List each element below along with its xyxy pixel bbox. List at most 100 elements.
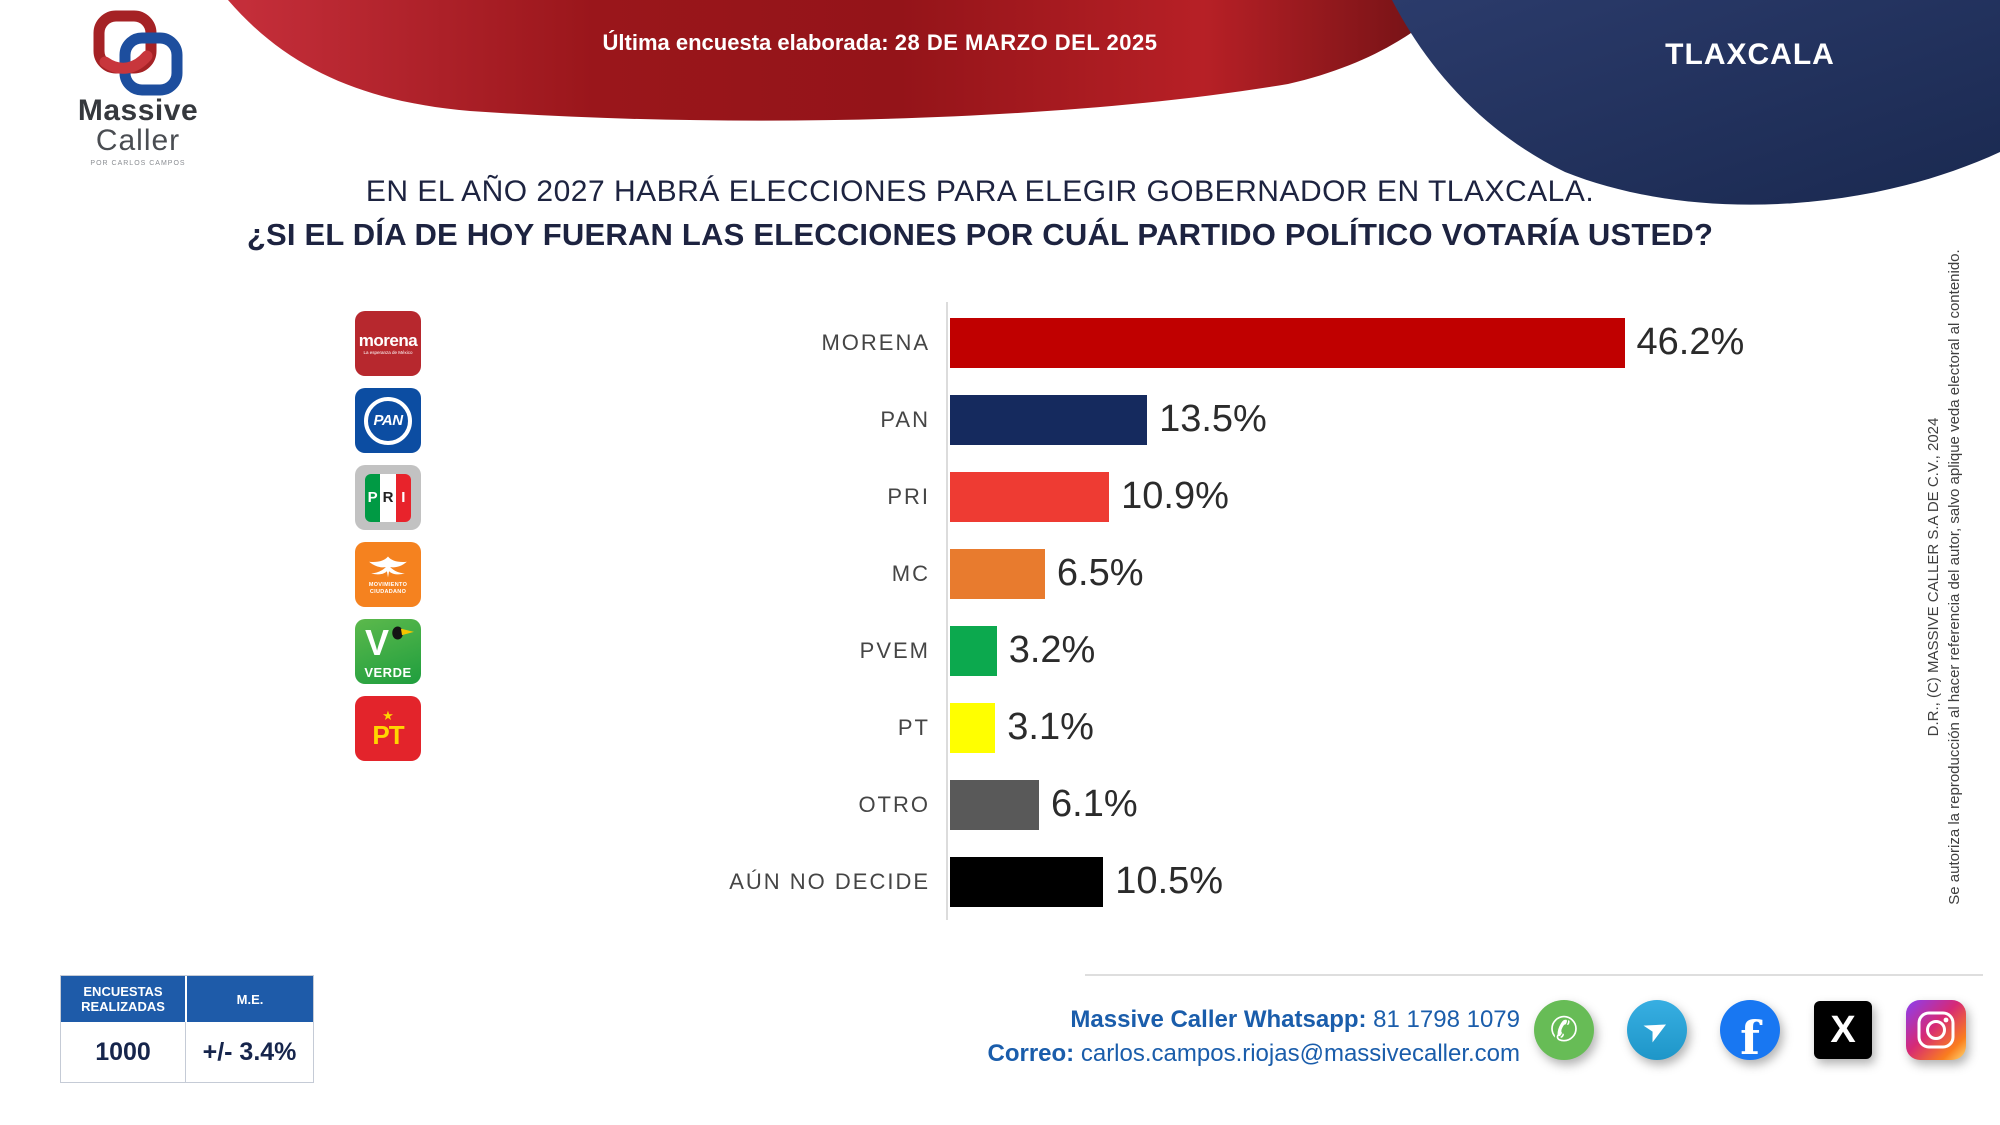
stats-table-body: 1000 +/- 3.4% <box>61 1022 313 1082</box>
morena-logo-tagline: La esperanza de México <box>363 350 413 355</box>
pvem-toucan-icon <box>392 626 414 640</box>
bar-value-a-n-no-decide: 10.5% <box>1115 860 1224 902</box>
header-banner-shapes <box>228 0 2000 205</box>
copyright-vertical-text: D.R., (C) MASSIVE CALLER S.A DE C.V., 20… <box>1923 197 1967 957</box>
pan-logo-circle: PAN <box>364 396 412 445</box>
chart-row-pan: PAN 13.5% <box>440 381 1744 458</box>
party-logo-pt: ★ PT <box>355 696 421 761</box>
bar-track-pan: 13.5% <box>950 381 1267 458</box>
chart-row-pri: PRI 10.9% <box>440 458 1744 535</box>
pan-logo-text: PAN <box>373 412 403 429</box>
bar-track-otro: 6.1% <box>950 766 1138 843</box>
bar-mc <box>950 548 1045 599</box>
mc-eagle-icon <box>369 556 407 578</box>
whatsapp-label: Massive Caller Whatsapp: <box>1070 1006 1367 1033</box>
pvem-v-mark: V <box>365 622 390 663</box>
pri-logo-stripes: P R I <box>365 473 411 522</box>
region-title: TLAXCALA <box>1665 38 1835 71</box>
bar-track-pri: 10.9% <box>950 458 1229 535</box>
contact-email-line: Correo: carlos.campos.riojas@massivecall… <box>930 1037 1521 1071</box>
bar-value-mc: 6.5% <box>1056 552 1144 594</box>
bar-value-morena: 46.2% <box>1636 321 1745 363</box>
logo-word-massive: Massive <box>77 94 199 127</box>
party-logo-pan: PAN <box>355 388 421 453</box>
red-ribbon <box>228 0 1448 121</box>
bar-label-pri: PRI <box>887 483 930 509</box>
survey-date-label: Última encuesta elaborada: <box>602 30 889 55</box>
navy-corner <box>1392 0 2000 205</box>
whatsapp-icon[interactable]: ✆ <box>1534 1000 1594 1060</box>
bar-pan <box>950 394 1148 445</box>
question-line-2: ¿SI EL DÍA DE HOY FUERAN LAS ELECCIONES … <box>246 217 1714 252</box>
copyright-line-1: D.R., (C) MASSIVE CALLER S.A DE C.V., 20… <box>1925 417 1942 737</box>
x-twitter-icon[interactable]: X <box>1813 1000 1873 1060</box>
social-icons: ✆ ➤ f X <box>1534 1000 1966 1060</box>
bar-pri <box>950 471 1110 522</box>
bar-track-pvem: 3.2% <box>950 612 1095 689</box>
chart-axis-line <box>946 302 948 920</box>
stats-table-header: ENCUESTAS REALIZADAS M.E. <box>61 976 313 1022</box>
bar-label-a-n-no-decide: AÚN NO DECIDE <box>729 868 930 894</box>
party-logo-pvem: V VERDE <box>355 619 421 684</box>
chart-row-a-n-no-decide: AÚN NO DECIDE 10.5% <box>440 843 1744 920</box>
massive-caller-logo: Massive Caller POR CARLOS CAMPOS <box>58 10 218 167</box>
poll-bar-chart: MORENA 46.2% PAN 13.5% PRI 10.9% MC 6.5% PVEM 3.2… <box>440 304 1744 920</box>
stats-value-me: +/- 3.4% <box>202 1037 297 1066</box>
bar-track-pt: 3.1% <box>950 689 1094 766</box>
stats-header-encuestas: ENCUESTAS REALIZADAS <box>61 976 187 1022</box>
party-logo-mc: MOVIMIENTO CIUDADANO <box>355 542 421 607</box>
chart-row-pvem: PVEM 3.2% <box>440 612 1744 689</box>
chart-row-mc: MC 6.5% <box>440 535 1744 612</box>
facebook-icon[interactable]: f <box>1720 1000 1780 1060</box>
logo-word-caller: Caller <box>95 124 181 157</box>
question-line-1: EN EL AÑO 2027 HABRÁ ELECCIONES PARA ELE… <box>365 175 1595 208</box>
chart-row-otro: OTRO 6.1% <box>440 766 1744 843</box>
chart-row-morena: MORENA 46.2% <box>440 304 1744 381</box>
contact-whatsapp-line: Massive Caller Whatsapp: 81 1798 1079 <box>930 1003 1520 1037</box>
contact-block: Massive Caller Whatsapp: 81 1798 1079 Co… <box>930 1003 1521 1071</box>
pri-letter-p: P <box>365 473 381 522</box>
bar-value-otro: 6.1% <box>1051 783 1138 825</box>
bar-value-pan: 13.5% <box>1159 398 1267 440</box>
bar-track-a-n-no-decide: 10.5% <box>950 843 1223 920</box>
bar-morena <box>950 317 1625 368</box>
footer-divider <box>1085 974 1983 976</box>
bar-label-otro: OTRO <box>858 791 930 817</box>
mc-logo-text: MOVIMIENTO CIUDADANO <box>368 582 408 595</box>
bar-label-morena: MORENA <box>821 329 930 355</box>
bar-label-mc: MC <box>891 560 930 586</box>
logo-tagline: POR CARLOS CAMPOS <box>90 160 186 167</box>
stats-header-me: M.E. <box>187 976 313 1022</box>
bar-pvem <box>950 625 997 676</box>
chart-row-pt: PT 3.1% <box>440 689 1744 766</box>
bar-a-n-no-decide <box>950 856 1104 907</box>
instagram-icon[interactable] <box>1906 1000 1966 1060</box>
whatsapp-number[interactable]: 81 1798 1079 <box>1366 1006 1520 1033</box>
bar-label-pt: PT <box>897 714 930 740</box>
copyright-line-2: Se autoriza la reproducción al hacer ref… <box>1946 249 1963 905</box>
bar-pt <box>950 702 996 753</box>
survey-date: Última encuesta elaborada: 28 DE MARZO D… <box>560 30 1200 56</box>
morena-logo-text: morena <box>358 331 418 350</box>
pt-star-icon: ★ <box>382 708 394 723</box>
stats-table: ENCUESTAS REALIZADAS M.E. 1000 +/- 3.4% <box>60 975 314 1083</box>
bar-otro <box>950 779 1040 830</box>
stats-value-encuestas: 1000 <box>61 1022 186 1082</box>
question-title: EN EL AÑO 2027 HABRÁ ELECCIONES PARA ELE… <box>0 175 1960 253</box>
pvem-logo-text: VERDE <box>364 665 412 680</box>
party-logo-morena: morena La esperanza de México <box>355 311 421 376</box>
bar-value-pri: 10.9% <box>1121 475 1229 517</box>
bar-value-pt: 3.1% <box>1007 706 1094 748</box>
email-label: Correo: <box>987 1040 1075 1067</box>
telegram-icon[interactable]: ➤ <box>1627 1000 1687 1060</box>
pri-letter-r: R <box>380 473 396 522</box>
party-logo-pri: P R I <box>355 465 421 530</box>
massive-caller-logo-icon <box>58 10 218 96</box>
email-address[interactable]: carlos.campos.riojas@massivecaller.com <box>1074 1040 1520 1067</box>
pri-letter-i: I <box>395 473 411 522</box>
bar-label-pan: PAN <box>880 406 930 432</box>
bar-value-pvem: 3.2% <box>1008 629 1096 671</box>
party-logos-column: morena La esperanza de México PAN P R I … <box>355 311 421 773</box>
bar-track-morena: 46.2% <box>950 304 1744 381</box>
